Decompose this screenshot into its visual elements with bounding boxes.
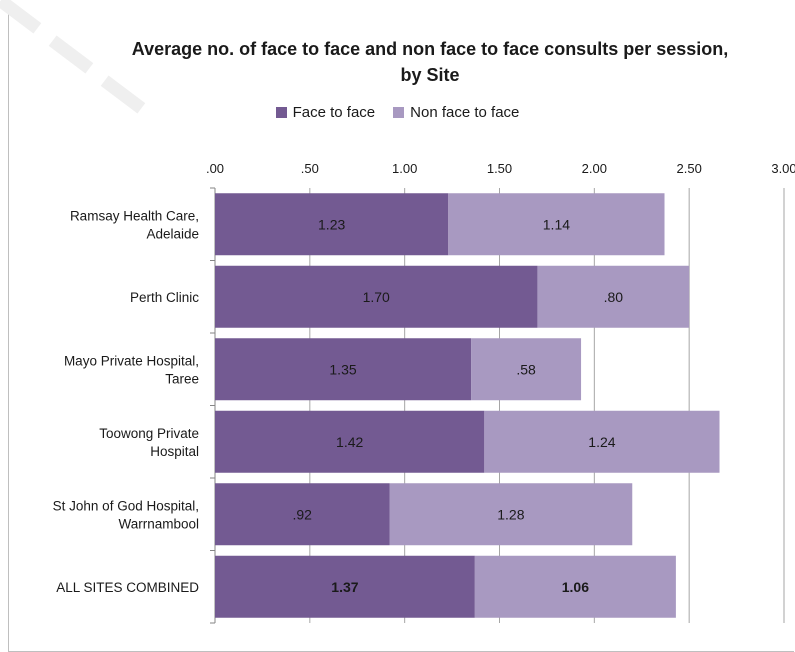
data-label: 1.24 [588, 434, 615, 450]
data-label: 1.35 [329, 361, 356, 377]
bar-face-to-face [215, 338, 472, 401]
x-tick-label: .50 [301, 161, 319, 176]
category-label: Ramsay Health Care, [70, 208, 199, 223]
legend-swatch-face-to-face [275, 107, 287, 118]
category-label: Warrnambool [118, 516, 199, 531]
x-tick-label: 2.50 [677, 161, 702, 176]
legend-label-face-to-face: Face to face [292, 104, 376, 121]
bar-non-face-to-face [448, 193, 665, 256]
category-label: ALL SITES COMBINED [56, 580, 199, 595]
bar-face-to-face [215, 410, 485, 473]
category-label: St John of God Hospital, [53, 498, 199, 513]
bar-face-to-face [215, 555, 475, 618]
category-label: Hospital [150, 444, 199, 459]
data-label: 1.06 [562, 579, 589, 595]
x-tick-label: 1.50 [487, 161, 512, 176]
legend-item-non-face-to-face: Non face to face [393, 104, 519, 121]
category-label: Toowong Private [99, 426, 199, 441]
category-label: Taree [165, 371, 199, 386]
bar-face-to-face [215, 265, 538, 328]
data-label: .80 [604, 289, 624, 305]
category-label: Adelaide [146, 226, 199, 241]
x-tick-label: 2.00 [582, 161, 607, 176]
data-label: 1.23 [318, 216, 345, 232]
x-tick-label: .00 [206, 161, 224, 176]
bar-non-face-to-face [389, 483, 633, 546]
data-label: .92 [293, 506, 313, 522]
bar-non-face-to-face [484, 410, 720, 473]
bar-face-to-face [215, 483, 390, 546]
category-label: Perth Clinic [130, 290, 199, 305]
category-label: Mayo Private Hospital, [64, 353, 199, 368]
chart-title: Average no. of face to face and non face… [131, 39, 729, 85]
data-label: 1.70 [363, 289, 390, 305]
legend-swatch-non-face-to-face [393, 107, 405, 118]
bar-non-face-to-face [474, 555, 676, 618]
legend-label-non-face-to-face: Non face to face [410, 104, 520, 121]
bar-face-to-face [215, 193, 449, 256]
x-tick-label: 1.00 [392, 161, 417, 176]
data-label: 1.14 [543, 216, 570, 232]
legend-item-face-to-face: Face to face [275, 104, 376, 121]
chart-legend: Face to face Non face to face [0, 104, 795, 121]
data-label: 1.28 [497, 506, 524, 522]
data-label: .58 [516, 361, 536, 377]
x-tick-label: 3.00 [771, 161, 795, 176]
data-label: 1.37 [331, 579, 358, 595]
bar-non-face-to-face [537, 265, 690, 328]
data-label: 1.42 [336, 434, 363, 450]
bar-non-face-to-face [471, 338, 582, 401]
